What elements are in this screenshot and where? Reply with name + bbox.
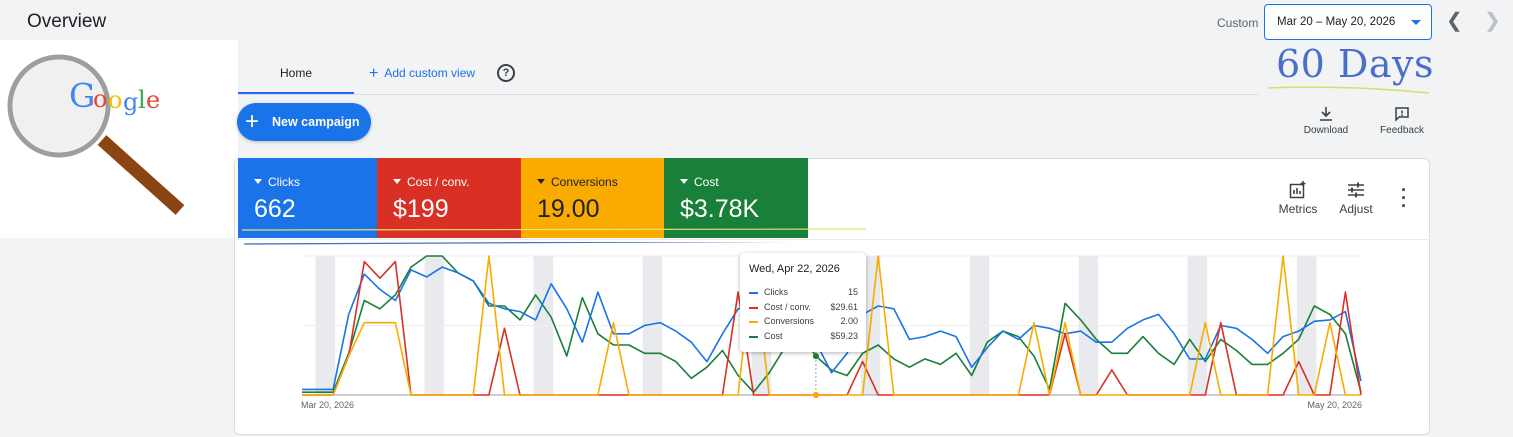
date-range-select[interactable]: Mar 20 – May 20, 2026 (1264, 4, 1432, 40)
highlight-point (812, 392, 819, 398)
performance-chart: Mar 20, 2026 May 20, 2026 (243, 242, 1362, 410)
svg-text:g: g (123, 88, 138, 116)
metric-tile-cost[interactable]: Cost $3.78K (664, 158, 808, 238)
metrics-icon (1289, 181, 1306, 199)
metrics-button[interactable]: Metrics (1276, 181, 1320, 216)
x-axis-end-label: May 20, 2026 (1307, 400, 1362, 410)
more-options-icon[interactable]: · · · (1401, 180, 1407, 216)
metric-value: 19.00 (537, 195, 600, 223)
metric-value: 662 (254, 195, 296, 223)
metric-value: $199 (393, 195, 449, 223)
download-label: Download (1303, 125, 1349, 136)
tooltip-row-label: Clicks (764, 287, 788, 297)
svg-text:e: e (146, 86, 160, 114)
add-custom-view-link[interactable]: + Add custom view (369, 58, 475, 88)
adjust-button[interactable]: Adjust (1336, 181, 1376, 216)
help-icon[interactable]: ? (497, 64, 515, 82)
date-range-type-label: Custom (1217, 16, 1259, 30)
tooltip-row-label: Conversions (764, 316, 815, 326)
metric-tile-clicks[interactable]: Clicks 662 (238, 158, 377, 238)
tooltip-date: Wed, Apr 22, 2026 (749, 263, 840, 275)
annotation-underline (1267, 86, 1430, 94)
highlight-point (812, 353, 819, 360)
dropdown-icon (680, 179, 688, 184)
metrics-label: Metrics (1278, 202, 1318, 216)
dropdown-icon (254, 179, 262, 184)
divider (238, 239, 1430, 240)
metric-label: Cost / conv. (407, 175, 470, 189)
metric-label: Conversions (551, 175, 618, 189)
metric-label: Clicks (268, 175, 300, 189)
feedback-icon (1395, 107, 1409, 122)
svg-text:o: o (93, 85, 107, 113)
metric-tile-conversions[interactable]: Conversions 19.00 (521, 158, 664, 238)
chart-tooltip: Wed, Apr 22, 2026 Clicks 15 Cost / conv.… (740, 253, 866, 352)
previous-period-icon[interactable]: ❮ (1446, 10, 1463, 32)
dropdown-caret-icon (1411, 20, 1421, 25)
tooltip-row-value: 2.00 (840, 316, 858, 326)
dropdown-icon (393, 179, 401, 184)
download-button[interactable]: Download (1298, 106, 1354, 136)
series-line-clicks (302, 266, 1362, 391)
plus-icon: + (245, 108, 260, 135)
new-campaign-button[interactable]: + New campaign (237, 103, 371, 141)
tab-home[interactable]: Home (238, 58, 354, 94)
svg-text:l: l (138, 86, 146, 114)
tooltip-row-conversions: Conversions 2.00 (749, 314, 858, 329)
download-icon (1320, 107, 1332, 121)
metric-value: $3.78K (680, 195, 760, 223)
view-tabs: Home + Add custom view ? (238, 58, 1258, 95)
adjust-label: Adjust (1339, 202, 1373, 216)
page-title: Overview (27, 11, 107, 32)
feedback-label: Feedback (1380, 125, 1424, 136)
svg-text:o: o (108, 86, 122, 114)
tooltip-row-label: Cost (764, 330, 783, 341)
feedback-button[interactable]: Feedback (1374, 106, 1430, 136)
plus-icon: + (369, 65, 379, 82)
tooltip-row-cost-per-conv: Cost / conv. $29.61 (749, 300, 858, 315)
metric-tile-cost-per-conv[interactable]: Cost / conv. $199 (377, 158, 521, 238)
tooltip-row-value: $59.23 (830, 330, 858, 341)
tooltip-row-value: 15 (847, 287, 858, 297)
magnifier-icon: G o o g l e (7, 54, 185, 215)
tooltip-row-cost: Cost $59.23 (749, 329, 858, 344)
add-custom-view-label: Add custom view (384, 66, 476, 80)
tooltip-row-clicks: Clicks 15 (749, 285, 858, 300)
highlight-annotation-lines (243, 242, 797, 245)
date-range-value: Mar 20 – May 20, 2026 (1277, 16, 1396, 28)
x-axis-start-label: Mar 20, 2026 (301, 400, 354, 410)
dropdown-icon (537, 179, 545, 184)
adjust-icon (1348, 182, 1364, 198)
google-logo-card: G o o g l e (0, 40, 238, 238)
tooltip-row-value: $29.61 (830, 301, 858, 312)
series-line-conversions (302, 255, 1361, 396)
tooltip-row-label: Cost / conv. (764, 301, 811, 312)
next-period-icon[interactable]: ❯ (1484, 10, 1501, 32)
svg-text:G: G (69, 76, 95, 115)
highlight-underline (242, 228, 867, 231)
new-campaign-label: New campaign (272, 115, 360, 129)
metric-label: Cost (694, 175, 719, 189)
handwritten-annotation: 60 Days (1276, 42, 1435, 86)
